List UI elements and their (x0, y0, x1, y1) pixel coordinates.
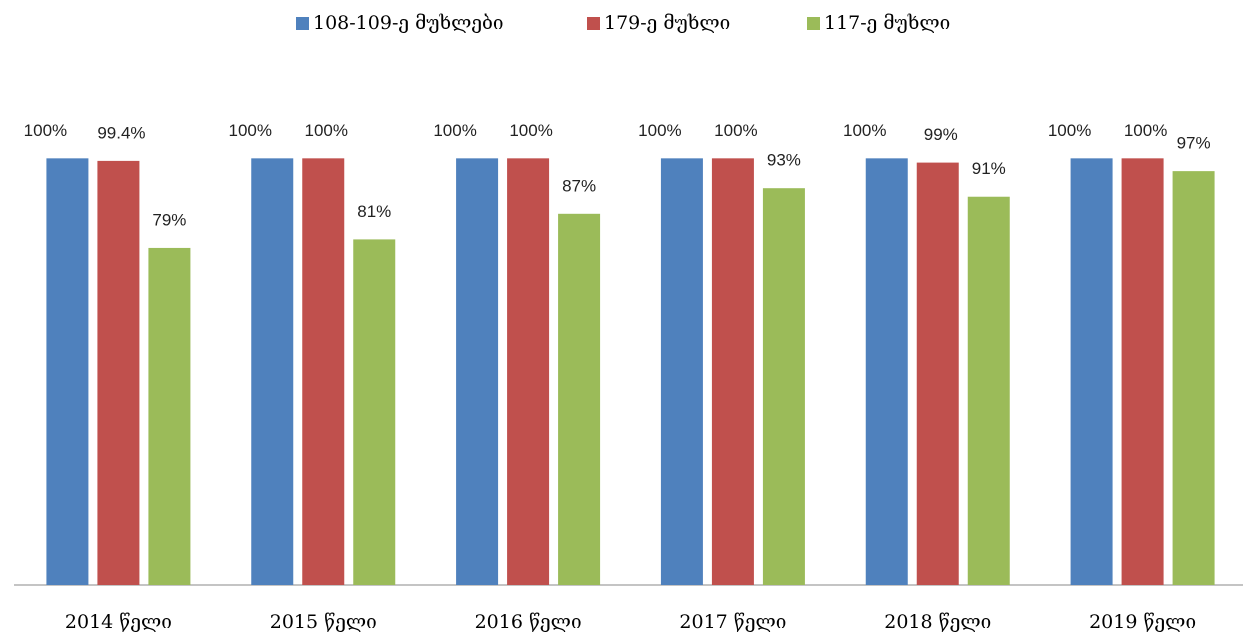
data-label: 100% (24, 121, 67, 140)
data-label: 100% (433, 121, 476, 140)
bar (762, 188, 805, 585)
data-label: 81% (357, 202, 391, 221)
data-label: 100% (843, 121, 886, 140)
bar (1172, 171, 1215, 585)
bar (97, 160, 140, 586)
legend-swatch (587, 17, 600, 30)
legend-label: 179-ე მუხლი (604, 12, 730, 34)
data-label: 99.4% (97, 123, 145, 142)
bar (660, 158, 703, 586)
data-label: 100% (509, 121, 552, 140)
data-label: 100% (229, 121, 272, 140)
data-label: 93% (767, 151, 801, 170)
data-label: 91% (972, 159, 1006, 178)
legend-swatch (807, 17, 820, 30)
bar (711, 158, 754, 586)
bar (251, 158, 294, 586)
data-label: 99% (924, 125, 958, 144)
bar (1070, 158, 1113, 586)
x-tick-label: 2018 წელი (884, 611, 991, 633)
bar (507, 158, 550, 586)
legend-swatch (296, 17, 309, 30)
bar (302, 158, 345, 586)
x-tick-label: 2015 წელი (270, 611, 377, 633)
bar (967, 196, 1010, 585)
bar (1121, 158, 1164, 586)
x-tick-label: 2019 წელი (1089, 611, 1196, 633)
bar (916, 162, 959, 585)
data-label: 79% (152, 210, 186, 229)
bar (46, 158, 89, 586)
bar (353, 239, 396, 585)
data-label: 100% (1124, 121, 1167, 140)
data-label: 87% (562, 176, 596, 195)
data-label: 100% (305, 121, 348, 140)
bar (148, 247, 191, 585)
bar (558, 213, 601, 586)
x-tick-label: 2017 წელი (679, 611, 786, 633)
bar (865, 158, 908, 586)
legend-label: 108-109-ე მუხლები (313, 12, 504, 34)
data-label: 97% (1177, 134, 1211, 153)
legend-label: 117-ე მუხლი (824, 12, 950, 34)
bar (456, 158, 499, 586)
x-tick-label: 2016 წელი (475, 611, 582, 633)
data-label: 100% (638, 121, 681, 140)
data-label: 100% (1048, 121, 1091, 140)
x-tick-label: 2014 წელი (65, 611, 172, 633)
data-label: 100% (714, 121, 757, 140)
